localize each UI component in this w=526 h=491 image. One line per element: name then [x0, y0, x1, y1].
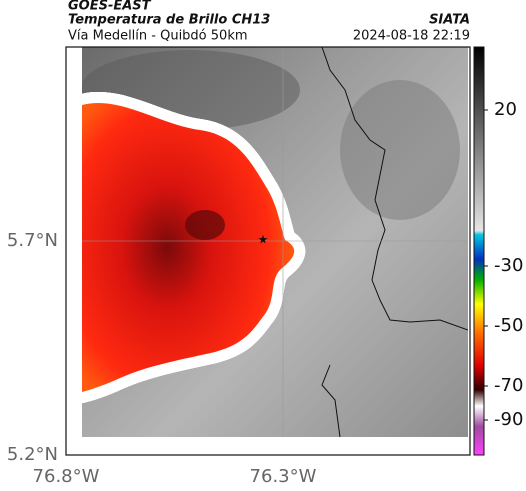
location-marker: ★ [258, 233, 269, 247]
colorbar-tick-label: -90 [494, 409, 523, 430]
location: Vía Medellín - Quibdó 50km [68, 29, 248, 44]
lon-label: 76.3°W [250, 466, 317, 487]
subtitle: Temperatura de Brillo CH13 [68, 13, 270, 28]
lat-label: 5.7°N [7, 230, 58, 251]
satellite-image [82, 47, 468, 437]
colorbar-tick-label: -70 [494, 375, 523, 396]
lon-label: 76.8°W [33, 466, 100, 487]
colorbar [473, 46, 485, 456]
map-frame [65, 46, 471, 456]
colorbar-tick-label: 20 [494, 99, 517, 120]
colorbar-tick-label: -30 [494, 255, 523, 276]
source: SIATA [429, 13, 470, 28]
datetime: 2024-08-18 22:19 [353, 29, 470, 44]
lat-label: 5.2°N [7, 444, 58, 465]
title: GOES-EAST [68, 0, 152, 14]
colorbar-tick-label: -50 [494, 315, 523, 336]
